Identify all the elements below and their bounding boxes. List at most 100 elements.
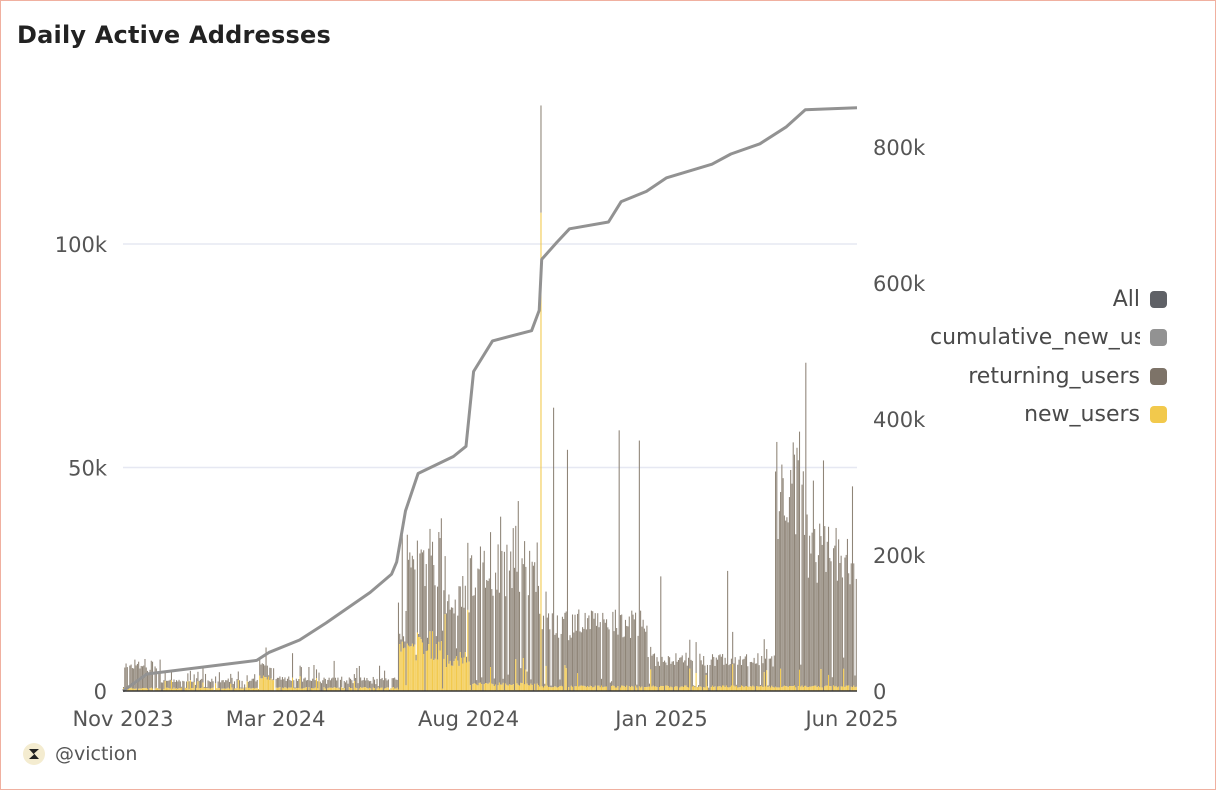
bar-returning-users bbox=[653, 654, 654, 685]
bar-returning-users bbox=[191, 682, 192, 689]
bar-returning-users bbox=[339, 688, 340, 689]
bar-new-users bbox=[836, 686, 837, 691]
bar-returning-users bbox=[738, 660, 739, 688]
bar-returning-users bbox=[137, 664, 138, 691]
legend-label: returning_users bbox=[968, 364, 1140, 389]
bars bbox=[123, 105, 857, 691]
bar-returning-users bbox=[334, 661, 335, 687]
bar-returning-users bbox=[725, 658, 726, 687]
bar-returning-users bbox=[736, 685, 737, 686]
bar-returning-users bbox=[838, 539, 839, 686]
bar-returning-users bbox=[804, 535, 805, 686]
bar-returning-users bbox=[500, 517, 501, 685]
bar-returning-users bbox=[638, 636, 639, 691]
footer-handle[interactable]: @viction bbox=[55, 743, 137, 765]
bar-returning-users bbox=[548, 613, 549, 687]
bar-returning-users bbox=[648, 657, 649, 687]
bar-new-users bbox=[484, 684, 485, 691]
bar-returning-users bbox=[206, 687, 207, 688]
bar-returning-users bbox=[562, 617, 563, 687]
bar-returning-users bbox=[313, 665, 314, 688]
bar-returning-users bbox=[416, 655, 417, 661]
bar-returning-users bbox=[167, 681, 168, 688]
bar-returning-users bbox=[680, 657, 681, 686]
bar-returning-users bbox=[136, 665, 137, 688]
bar-new-users bbox=[528, 685, 529, 691]
bar-returning-users bbox=[353, 683, 354, 691]
bar-new-users bbox=[802, 685, 803, 691]
bar-new-users bbox=[262, 678, 263, 691]
bar-returning-users bbox=[385, 678, 386, 688]
bar-returning-users bbox=[808, 578, 809, 688]
bar-new-users bbox=[498, 685, 499, 691]
bar-returning-users bbox=[522, 558, 523, 683]
bar-returning-users bbox=[769, 659, 770, 687]
bar-new-users bbox=[469, 662, 470, 691]
bar-returning-users bbox=[750, 662, 751, 686]
bar-returning-users bbox=[260, 665, 261, 679]
bar-new-users bbox=[590, 686, 591, 691]
bar-returning-users bbox=[803, 471, 804, 687]
bar-returning-users bbox=[184, 681, 185, 691]
bar-returning-users bbox=[370, 681, 371, 688]
bar-new-users bbox=[407, 644, 408, 691]
bar-returning-users bbox=[755, 664, 756, 691]
bar-returning-users bbox=[321, 683, 322, 691]
bar-returning-users bbox=[289, 680, 290, 688]
bar-returning-users bbox=[375, 684, 376, 691]
bar-returning-users bbox=[805, 363, 806, 686]
bar-returning-users bbox=[568, 640, 569, 687]
bar-returning-users bbox=[320, 682, 321, 691]
legend-item-cumulative-new-users[interactable]: cumulative_new_users bbox=[930, 323, 1167, 351]
bar-new-users bbox=[300, 676, 301, 691]
bar-returning-users bbox=[175, 682, 176, 689]
legend-item-returning-users[interactable]: returning_users bbox=[968, 362, 1167, 390]
bar-returning-users bbox=[601, 679, 602, 686]
bar-new-users bbox=[631, 686, 632, 691]
bar-new-users bbox=[466, 663, 467, 691]
bar-returning-users bbox=[775, 472, 776, 687]
bar-returning-users bbox=[231, 678, 232, 688]
bar-returning-users bbox=[818, 555, 819, 686]
bar-new-users bbox=[732, 664, 733, 691]
bar-returning-users bbox=[633, 615, 634, 687]
bar-returning-users bbox=[511, 588, 512, 685]
bar-returning-users bbox=[832, 677, 833, 690]
bar-returning-users bbox=[762, 663, 763, 687]
bar-new-users bbox=[503, 683, 504, 691]
bar-returning-users bbox=[423, 550, 424, 654]
bar-returning-users bbox=[789, 497, 790, 686]
bar-returning-users bbox=[635, 613, 636, 686]
bar-new-users bbox=[534, 684, 535, 691]
bar-returning-users bbox=[238, 671, 239, 680]
bar-returning-users bbox=[306, 680, 307, 687]
bar-returning-users bbox=[639, 441, 640, 687]
bar-new-users bbox=[804, 686, 805, 691]
bar-returning-users bbox=[616, 628, 617, 688]
legend-item-new-users[interactable]: new_users bbox=[1024, 400, 1167, 428]
bar-returning-users bbox=[470, 558, 471, 685]
bar-returning-users bbox=[495, 573, 496, 685]
bar-returning-users bbox=[740, 656, 741, 687]
bar-returning-users bbox=[168, 681, 169, 688]
bar-returning-users bbox=[382, 678, 383, 688]
bar-returning-users bbox=[650, 647, 651, 670]
bar-new-users bbox=[429, 631, 430, 691]
bar-returning-users bbox=[699, 654, 700, 687]
legend-item-all[interactable]: All bbox=[1113, 285, 1167, 313]
bar-new-users bbox=[828, 675, 829, 691]
bar-new-users bbox=[409, 647, 410, 691]
bar-returning-users bbox=[567, 450, 568, 691]
bar-returning-users bbox=[573, 632, 574, 690]
bar-returning-users bbox=[230, 674, 231, 684]
bar-returning-users bbox=[481, 677, 482, 684]
bar-returning-users bbox=[557, 615, 558, 687]
bar-returning-users bbox=[399, 634, 400, 644]
bar-new-users bbox=[784, 686, 785, 691]
bar-returning-users bbox=[453, 613, 454, 661]
bar-new-users bbox=[706, 675, 707, 691]
bar-returning-users bbox=[766, 649, 767, 670]
bar-returning-users bbox=[311, 681, 312, 688]
bar-returning-users bbox=[298, 679, 299, 688]
bar-returning-users bbox=[778, 539, 779, 687]
